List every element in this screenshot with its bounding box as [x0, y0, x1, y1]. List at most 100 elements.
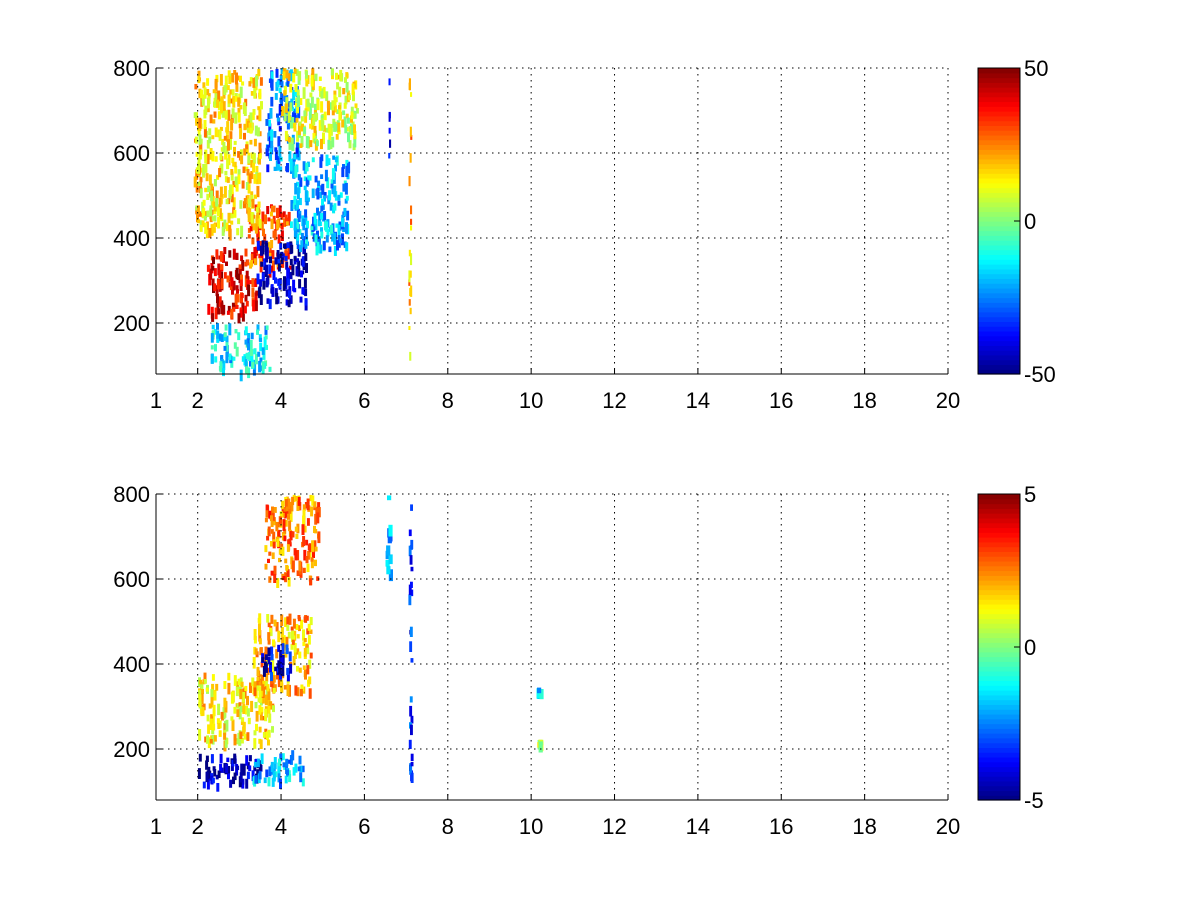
heatmap-cell: [316, 512, 320, 524]
colorbar-step: [978, 704, 1020, 710]
x-tick-label: 2: [192, 814, 204, 839]
heatmap-cell: [302, 218, 306, 231]
heatmap-cell: [271, 726, 274, 733]
colorbar-step: [978, 742, 1020, 749]
heatmap-cell: [260, 753, 264, 765]
heatmap-cell: [348, 140, 352, 149]
heatmap-cell: [344, 95, 348, 102]
heatmap-cell: [200, 89, 204, 99]
heatmap-cell: [264, 214, 267, 225]
heatmap-cell: [311, 495, 315, 506]
heatmap-cell: [245, 778, 249, 789]
heatmap-cell: [299, 245, 302, 253]
colorbar-step: [978, 168, 1020, 174]
heatmap-cell: [234, 96, 238, 102]
heatmap-cell: [197, 157, 201, 167]
heatmap-cell: [290, 644, 294, 650]
colorbar-step: [978, 340, 1020, 346]
heatmap-cell: [283, 685, 287, 690]
heatmap-cell: [249, 112, 253, 124]
y-tick-label: 400: [113, 652, 150, 677]
heatmap-cell: [194, 136, 198, 144]
heatmap-cell: [258, 638, 262, 645]
heatmap-cell: [211, 135, 215, 140]
heatmap-cell: [306, 518, 310, 526]
heatmap-cell: [194, 84, 198, 90]
heatmap-cell: [267, 656, 271, 665]
heatmap-cell: [296, 187, 300, 200]
heatmap-cell: [302, 509, 306, 520]
heatmap-cell: [333, 105, 337, 113]
heatmap-cell: [318, 86, 322, 91]
heatmap-cell: [265, 769, 269, 778]
heatmap-cell: [258, 760, 262, 771]
heatmap-cell: [260, 101, 263, 110]
heatmap-cell: [305, 71, 308, 79]
colorbar-step: [978, 87, 1020, 93]
heatmap-cell: [267, 688, 271, 700]
heatmap-cell: [255, 179, 259, 185]
heatmap-cell: [288, 286, 292, 295]
x-tick-label: 4: [275, 814, 287, 839]
heatmap-cell: [296, 130, 300, 142]
heatmap-cell: [256, 758, 260, 768]
heatmap-cell: [215, 774, 219, 780]
colorbar-step: [978, 82, 1020, 88]
heatmap-cell: [276, 578, 280, 588]
heatmap-cell: [305, 539, 309, 546]
heatmap-cell: [292, 90, 296, 101]
heatmap-cell: [259, 712, 263, 721]
heatmap-cell: [293, 68, 297, 74]
heatmap-cell: [228, 250, 232, 258]
colorbar-step: [978, 91, 1020, 98]
heatmap-cell: [329, 124, 333, 136]
y-tick-label: 600: [113, 141, 150, 166]
heatmap-cell: [227, 672, 231, 681]
heatmap-cell: [213, 689, 217, 701]
heatmap-cell: [342, 88, 346, 95]
heatmap-cell: [218, 208, 222, 220]
heatmap-cell: [293, 227, 297, 238]
heatmap-cell: [294, 496, 298, 501]
heatmap-cell: [316, 98, 320, 111]
heatmap-cell: [217, 770, 221, 778]
heatmap-cell: [286, 267, 290, 279]
heatmap-cell: [280, 614, 284, 627]
heatmap-cell: [228, 353, 232, 361]
heatmap-cell: [216, 205, 220, 217]
heatmap-cell: [216, 783, 220, 792]
heatmap-cell: [216, 174, 220, 180]
colorbar-step: [978, 522, 1020, 529]
heatmap-cell: [301, 123, 304, 132]
heatmap-cell: [215, 74, 219, 83]
heatmap-cell: [239, 128, 243, 139]
heatmap-cell: [272, 705, 275, 713]
heatmap-cell: [291, 531, 295, 538]
heatmap-cell: [410, 135, 413, 140]
heatmap-cell: [350, 106, 354, 112]
heatmap-cell: [331, 233, 335, 242]
heatmap-cell: [193, 112, 197, 119]
heatmap-cell: [287, 577, 291, 587]
heatmap-cell: [389, 139, 392, 148]
heatmap-cell: [321, 120, 325, 131]
heatmap-cell: [254, 279, 258, 287]
heatmap-cells: [193, 68, 413, 382]
heatmap-cell: [254, 125, 258, 136]
x-tick-label: 12: [602, 814, 626, 839]
heatmap-cell: [251, 237, 255, 245]
heatmap-cell: [272, 541, 276, 549]
heatmap-cell: [215, 190, 219, 199]
heatmap-cell: [239, 772, 243, 783]
heatmap-cell: [217, 217, 221, 229]
heatmap-cell: [198, 729, 202, 741]
heatmap-cell: [269, 153, 272, 161]
heatmap-cell: [220, 278, 224, 289]
heatmap-cell: [239, 731, 243, 739]
colorbar-step: [978, 752, 1020, 758]
heatmap-cell: [341, 233, 344, 246]
colorbar-step: [978, 580, 1020, 586]
heatmap-cell: [320, 205, 324, 212]
heatmap-cell: [274, 147, 278, 152]
heatmap-cell: [292, 279, 296, 292]
